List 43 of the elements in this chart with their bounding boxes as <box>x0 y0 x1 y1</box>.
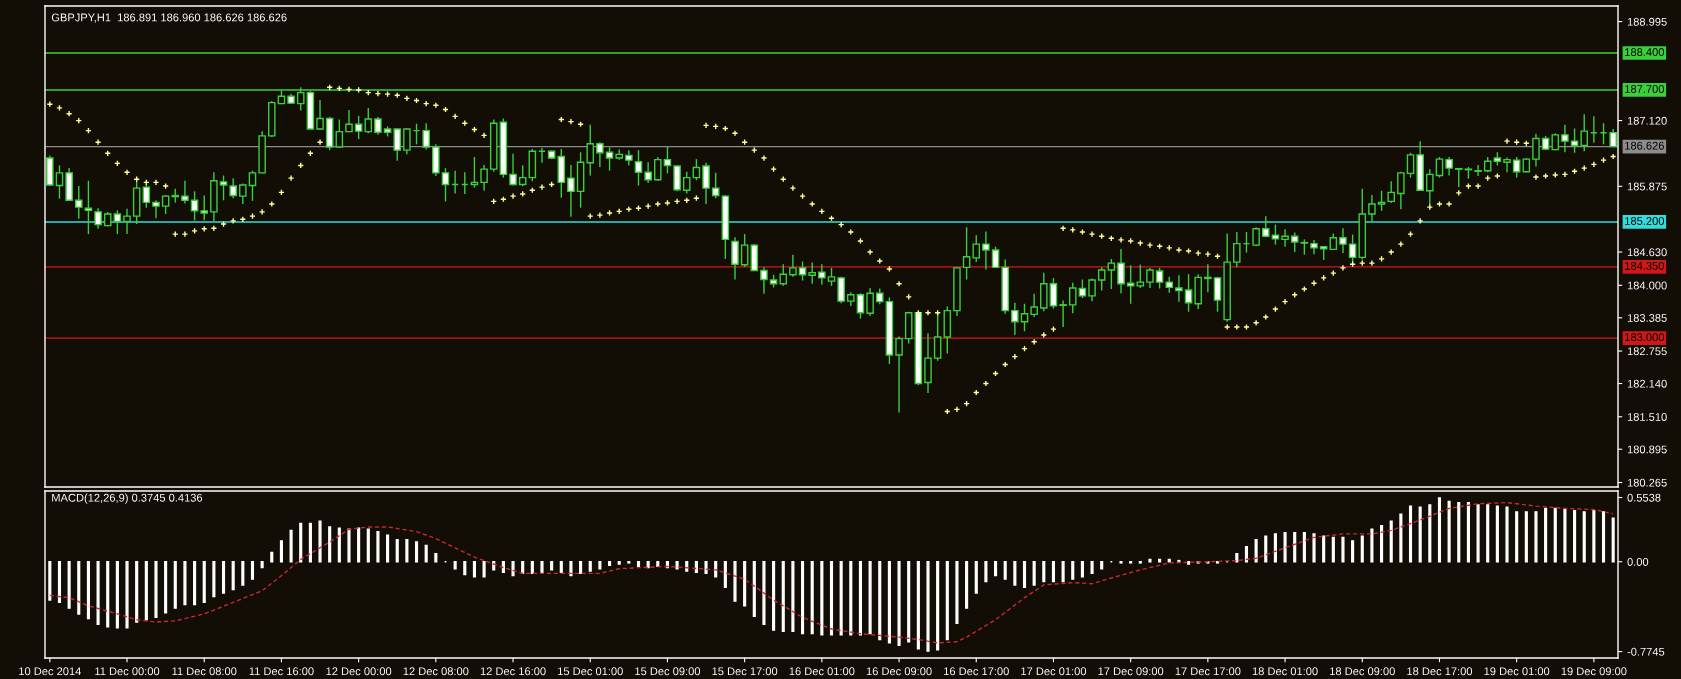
x-tick-label: 15 Dec 17:00 <box>712 667 778 676</box>
ref-line-label: 183.000 <box>1625 333 1665 342</box>
ref-line-label: 187.700 <box>1625 85 1665 93</box>
x-tick-label: 11 Dec 16:00 <box>249 667 314 676</box>
x-tick-label: 11 Dec 08:00 <box>172 667 237 676</box>
y-tick-label: 187.120 <box>1627 116 1667 125</box>
y-tick-label: 180.895 <box>1627 445 1667 454</box>
x-tick-label: 17 Dec 01:00 <box>1021 667 1087 676</box>
x-tick-label: 19 Dec 01:00 <box>1484 667 1550 676</box>
y-tick-label: 180.265 <box>1627 478 1667 487</box>
x-tick-label: 10 Dec 2014 <box>19 667 82 676</box>
y-tick-label: 182.755 <box>1627 347 1667 356</box>
ref-line-label: 184.350 <box>1625 261 1665 270</box>
ref-line-label: 188.400 <box>1625 48 1665 56</box>
y-tick-label: -0.7745 <box>1627 647 1665 656</box>
y-tick-label: 185.875 <box>1627 182 1667 191</box>
x-tick-label: 17 Dec 09:00 <box>1098 667 1164 676</box>
y-tick-label: 184.000 <box>1627 281 1667 290</box>
x-tick-label: 16 Dec 17:00 <box>944 667 1009 676</box>
text: GBPJPY,H1 186.891 186.960 186.626 186.626 <box>51 13 287 23</box>
y-tick-label: 183.385 <box>1627 314 1667 322</box>
ref-line-label: 185.200 <box>1625 217 1665 225</box>
chart-title: MACD(12,26,9) 0.3745 0.4136 <box>52 493 203 504</box>
x-tick-label: 16 Dec 01:00 <box>789 667 855 676</box>
x-tick-label: 18 Dec 09:00 <box>1330 667 1395 676</box>
y-tick-label: 188.995 <box>1627 17 1667 26</box>
ref-line-label: 186.626 <box>1625 141 1664 150</box>
y-tick-label: 184.630 <box>1627 248 1667 257</box>
y-tick-label: 0.00 <box>1627 558 1649 566</box>
x-tick-label: 19 Dec 09:00 <box>1561 667 1627 676</box>
x-tick-label: 16 Dec 09:00 <box>866 667 932 676</box>
x-tick-label: 17 Dec 17:00 <box>1175 667 1241 676</box>
x-tick-label: 18 Dec 17:00 <box>1407 667 1473 676</box>
x-tick-label: 12 Dec 08:00 <box>403 667 469 676</box>
x-tick-label: 12 Dec 00:00 <box>326 667 392 676</box>
y-tick-label: 0.5538 <box>1627 493 1661 502</box>
y-tick-label: 182.140 <box>1627 379 1667 388</box>
x-tick-label: 12 Dec 16:00 <box>480 667 546 676</box>
x-tick-label: 18 Dec 01:00 <box>1252 667 1318 676</box>
x-tick-label: 11 Dec 00:00 <box>95 667 160 676</box>
x-tick-label: 15 Dec 01:00 <box>558 667 623 676</box>
y-tick-label: 181.510 <box>1627 413 1667 421</box>
x-tick-label: 15 Dec 09:00 <box>635 667 701 676</box>
